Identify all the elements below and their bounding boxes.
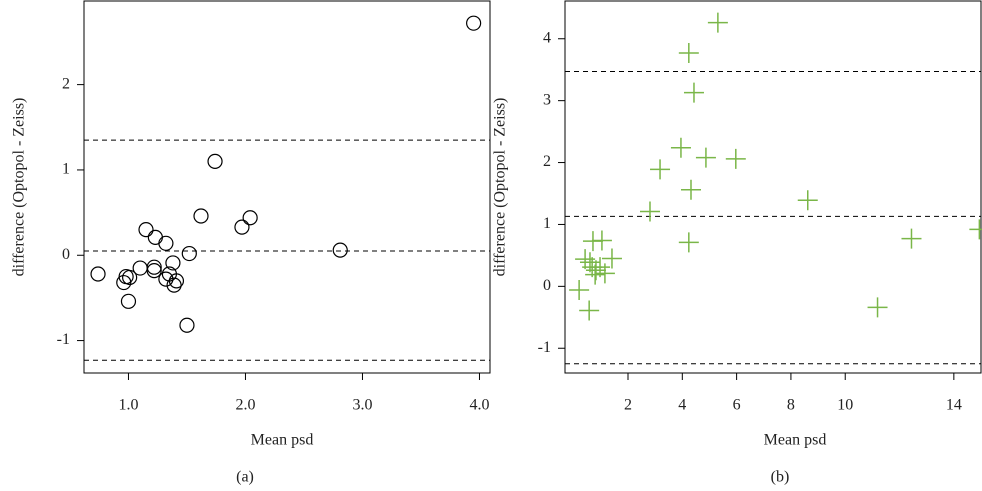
x-tick-label: 8	[787, 397, 795, 414]
y-tick-label: 1	[543, 215, 551, 232]
x-tick-label: 4.0	[469, 397, 489, 414]
point	[901, 228, 922, 249]
point	[695, 147, 716, 168]
point	[158, 271, 174, 287]
y-tick-label: 0	[543, 277, 551, 294]
y-tick-label: 4	[543, 29, 551, 46]
point	[969, 219, 982, 240]
y-tick-label: 2	[543, 153, 551, 170]
y-axis-title: difference (Optopol - Zeiss)	[492, 98, 509, 277]
point	[146, 259, 162, 275]
y-tick-label: 0	[62, 246, 70, 263]
point	[797, 190, 818, 211]
point	[179, 317, 195, 333]
point	[90, 266, 106, 282]
y-tick-label: 3	[543, 91, 551, 108]
point	[601, 248, 622, 269]
point	[569, 280, 590, 301]
point	[122, 269, 138, 286]
x-tick-label: 1.0	[118, 397, 138, 414]
y-tick-label: -1	[538, 339, 551, 356]
point	[725, 148, 746, 169]
point	[181, 245, 197, 262]
point	[193, 208, 209, 224]
point	[591, 230, 612, 251]
point	[680, 179, 701, 200]
point	[466, 15, 482, 31]
plot-frame	[564, 0, 982, 374]
x-tick-label: 3.0	[352, 397, 372, 414]
caption: (a)	[236, 469, 254, 486]
point	[116, 274, 132, 291]
point	[207, 153, 223, 170]
x-tick-label: 6	[733, 397, 741, 414]
point	[579, 252, 600, 273]
x-tick-label: 2	[624, 397, 632, 414]
point	[678, 42, 699, 63]
point	[146, 263, 162, 279]
point	[242, 210, 258, 226]
y-axis-title: difference (Optopol - Zeiss)	[11, 98, 28, 277]
x-tick-label: 10	[837, 397, 853, 414]
point	[670, 137, 691, 158]
point	[166, 277, 182, 293]
point	[579, 300, 600, 321]
y-tick-label: 2	[62, 75, 70, 92]
x-tick-label: 2.0	[235, 397, 255, 414]
point	[165, 255, 181, 271]
point	[867, 297, 888, 318]
x-axis-title: Mean psd	[251, 432, 314, 449]
point	[138, 222, 154, 238]
point	[683, 82, 704, 103]
y-tick-label: 1	[62, 161, 70, 178]
point	[585, 264, 606, 285]
point	[158, 235, 174, 251]
x-axis-title: Mean psd	[764, 432, 827, 449]
point	[234, 219, 250, 235]
point	[707, 12, 728, 33]
caption: (b)	[771, 469, 790, 486]
x-tick-label: 14	[946, 397, 962, 414]
point	[332, 242, 348, 258]
point	[120, 293, 137, 309]
point	[678, 232, 699, 253]
point	[585, 260, 606, 281]
point	[650, 159, 671, 180]
point	[168, 273, 185, 289]
y-tick-label: -1	[57, 331, 70, 348]
plot-frame	[83, 0, 491, 374]
point	[639, 201, 660, 222]
point	[594, 263, 615, 284]
point	[147, 229, 163, 245]
x-tick-label: 4	[678, 397, 686, 414]
